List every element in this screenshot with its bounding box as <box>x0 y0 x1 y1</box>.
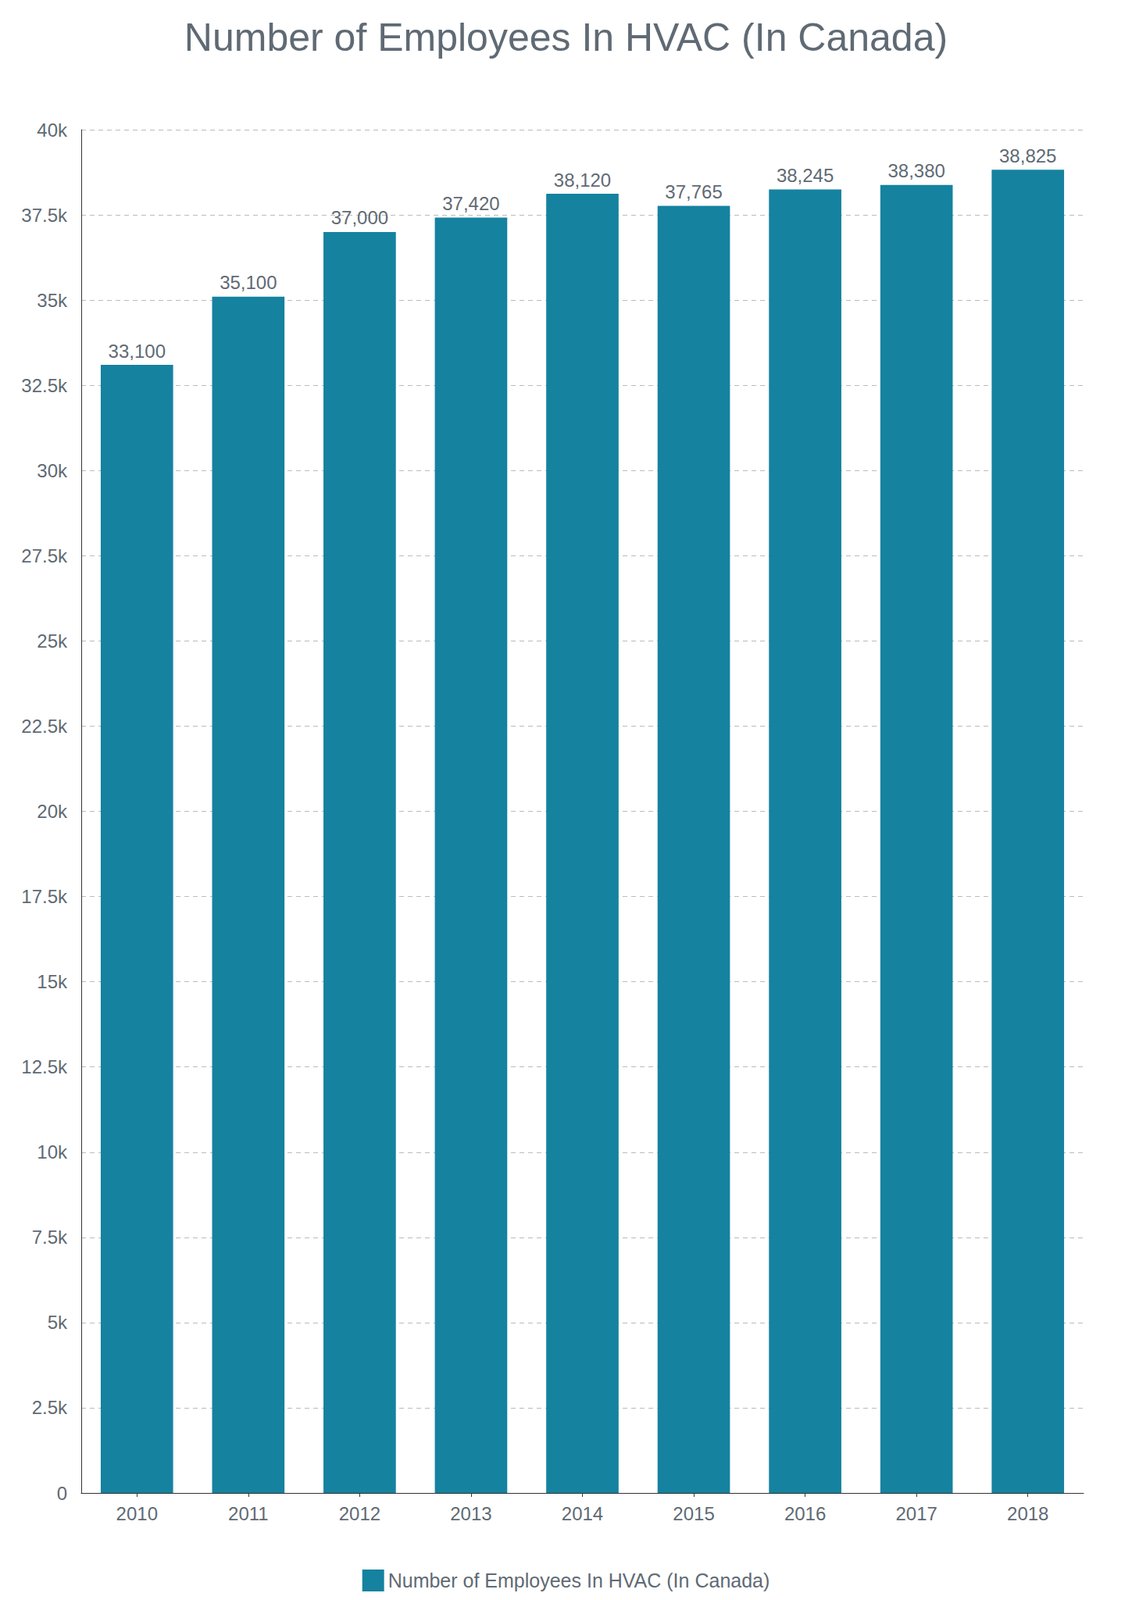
svg-text:2016: 2016 <box>784 1503 826 1525</box>
svg-text:33,100: 33,100 <box>108 340 166 362</box>
svg-text:2010: 2010 <box>116 1503 158 1525</box>
svg-text:38,825: 38,825 <box>999 145 1057 167</box>
svg-text:17.5k: 17.5k <box>21 885 68 908</box>
svg-text:2011: 2011 <box>228 1503 269 1525</box>
svg-text:32.5k: 32.5k <box>21 374 68 397</box>
svg-text:7.5k: 7.5k <box>32 1226 68 1248</box>
svg-text:37,000: 37,000 <box>331 207 389 229</box>
svg-text:10k: 10k <box>36 1141 68 1163</box>
svg-text:2014: 2014 <box>561 1503 604 1525</box>
svg-text:38,380: 38,380 <box>887 160 945 182</box>
svg-text:30k: 30k <box>36 460 68 482</box>
svg-text:37,765: 37,765 <box>664 181 722 203</box>
svg-text:38,245: 38,245 <box>776 164 834 186</box>
svg-text:2015: 2015 <box>672 1503 715 1525</box>
svg-text:35,100: 35,100 <box>219 271 277 293</box>
svg-text:35k: 35k <box>36 289 68 311</box>
svg-text:38,120: 38,120 <box>553 169 611 191</box>
svg-text:20k: 20k <box>36 800 68 822</box>
svg-text:2017: 2017 <box>895 1503 937 1525</box>
svg-text:Number of Employees In HVAC (I: Number of Employees In HVAC (In Canada) <box>388 1569 771 1592</box>
svg-text:37.5k: 37.5k <box>21 204 68 226</box>
svg-text:27.5k: 27.5k <box>21 545 68 567</box>
svg-text:Number of Employees In HVAC (I: Number of Employees In HVAC (In Canada) <box>184 15 948 60</box>
svg-text:12.5k: 12.5k <box>21 1056 68 1078</box>
svg-text:2012: 2012 <box>339 1503 381 1525</box>
svg-text:2.5k: 2.5k <box>32 1396 68 1418</box>
svg-text:2013: 2013 <box>449 1503 492 1525</box>
svg-text:22.5k: 22.5k <box>21 715 68 737</box>
svg-text:37,420: 37,420 <box>442 192 500 215</box>
svg-text:2018: 2018 <box>1007 1503 1049 1525</box>
svg-text:5k: 5k <box>47 1311 68 1333</box>
svg-text:0: 0 <box>57 1482 68 1504</box>
svg-text:15k: 15k <box>36 971 68 993</box>
svg-text:40k: 40k <box>36 119 68 141</box>
svg-text:25k: 25k <box>36 630 68 652</box>
